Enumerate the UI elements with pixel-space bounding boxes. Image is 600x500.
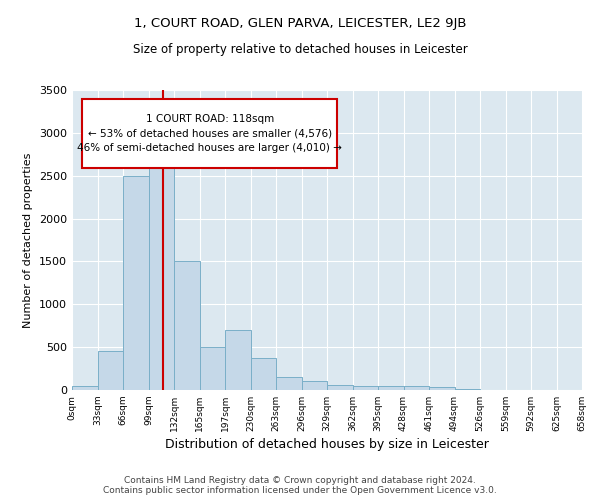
Bar [72, 386, 97, 390]
Bar [97, 352, 123, 390]
Bar [276, 377, 302, 390]
Bar [251, 358, 276, 390]
Bar [302, 382, 327, 390]
Text: 1, COURT ROAD, GLEN PARVA, LEICESTER, LE2 9JB: 1, COURT ROAD, GLEN PARVA, LEICESTER, LE… [134, 18, 466, 30]
Bar [455, 389, 480, 390]
X-axis label: Distribution of detached houses by size in Leicester: Distribution of detached houses by size … [165, 438, 489, 451]
Bar [174, 262, 199, 390]
Bar [199, 347, 225, 390]
Bar [429, 388, 455, 390]
Text: 1 COURT ROAD: 118sqm
← 53% of detached houses are smaller (4,576)
46% of semi-de: 1 COURT ROAD: 118sqm ← 53% of detached h… [77, 114, 342, 154]
Text: Size of property relative to detached houses in Leicester: Size of property relative to detached ho… [133, 42, 467, 56]
FancyBboxPatch shape [82, 99, 337, 168]
Text: Contains HM Land Registry data © Crown copyright and database right 2024.
Contai: Contains HM Land Registry data © Crown c… [103, 476, 497, 495]
Bar [353, 386, 378, 390]
Bar [225, 330, 251, 390]
Bar [327, 385, 353, 390]
Bar [404, 386, 429, 390]
Y-axis label: Number of detached properties: Number of detached properties [23, 152, 34, 328]
Bar [123, 176, 149, 390]
Bar [149, 150, 174, 390]
Bar [378, 386, 404, 390]
